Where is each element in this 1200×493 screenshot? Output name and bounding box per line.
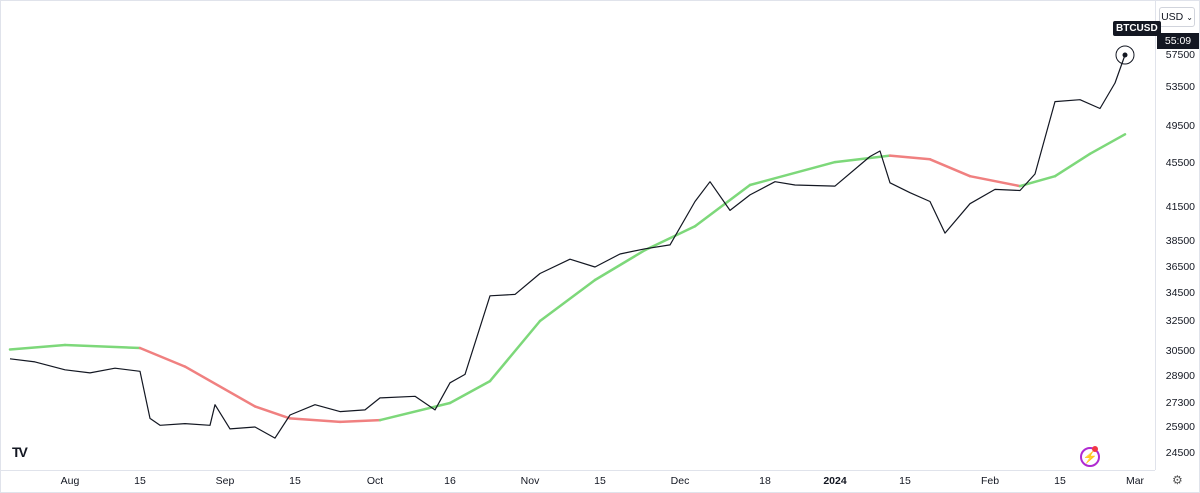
ma-line-segment (748, 160, 837, 187)
x-tick-label: 15 (289, 475, 301, 487)
ma-line-segment (643, 225, 697, 252)
y-tick-label: 38500 (1165, 235, 1195, 247)
currency-dropdown[interactable]: USD ⌄ (1159, 7, 1195, 27)
ma-line-segment (288, 417, 342, 424)
x-tick-label: Dec (670, 475, 690, 487)
ma-line-segment (1053, 152, 1092, 178)
x-tick-label: 2024 (823, 475, 847, 487)
notification-dot (1092, 446, 1098, 452)
price-chart[interactable] (0, 0, 1155, 470)
y-tick-label: 28900 (1165, 370, 1195, 382)
ma-line-segment (378, 401, 452, 422)
ma-line-segment (538, 278, 597, 323)
chevron-down-icon: ⌄ (1186, 12, 1193, 22)
y-tick-label: 36500 (1165, 261, 1195, 273)
x-tick-label: 16 (444, 475, 456, 487)
x-tick-label: Nov (520, 475, 540, 487)
y-tick-label: 41500 (1165, 201, 1195, 213)
ma-line-segment (253, 405, 292, 420)
x-tick-label: Oct (366, 475, 384, 487)
ma-line-segment (1088, 133, 1127, 156)
ma-line-segment (888, 154, 932, 161)
time-axis[interactable]: Aug 15 Sep 15 Oct 16 Nov 15 Dec 18 2024 15 Feb 15 Mar (0, 470, 1155, 493)
countdown-label: 55:09 (1157, 33, 1199, 49)
ma-line-segment (338, 418, 382, 424)
ma-line-segment (693, 183, 752, 228)
y-tick-label: 25900 (1165, 421, 1195, 433)
x-tick-label: 15 (1054, 475, 1066, 487)
logo-text: TV (12, 444, 28, 460)
x-tick-label: Sep (215, 475, 235, 487)
y-tick-label: 49500 (1165, 120, 1195, 132)
x-tick-label: 18 (759, 475, 771, 487)
ma-line-segment (63, 343, 142, 350)
x-tick-label: Mar (1125, 475, 1145, 487)
tradingview-logo-icon[interactable]: TV (12, 444, 28, 460)
symbol-label: BTCUSD (1113, 21, 1161, 36)
y-tick-label: 45500 (1165, 157, 1195, 169)
y-tick-label: 34500 (1165, 287, 1195, 299)
x-tick-label: Aug (60, 475, 80, 487)
y-tick-label: 24500 (1165, 447, 1195, 459)
last-price-ring (1115, 45, 1135, 65)
price-axis[interactable]: 57500 53500 49500 45500 41500 38500 36500 34500… (1155, 0, 1200, 470)
ma-line-segment (8, 343, 67, 351)
y-tick-label: 27300 (1165, 397, 1195, 409)
ma-line-segment (928, 158, 972, 178)
ma-line-segment (833, 154, 892, 164)
last-price-dot (1122, 52, 1128, 58)
ma-line-segment (138, 346, 187, 368)
x-tick-label: 15 (134, 475, 146, 487)
price-line (9, 54, 1126, 439)
x-tick-label: 15 (899, 475, 911, 487)
y-tick-label: 53500 (1165, 81, 1195, 93)
ma-line-segment (183, 365, 257, 408)
ma-line-segment (448, 379, 492, 405)
gear-icon[interactable]: ⚙ (1172, 473, 1183, 487)
x-tick-label: 15 (594, 475, 606, 487)
ma-line-segment (968, 174, 1022, 188)
y-tick-label: 30500 (1165, 345, 1195, 357)
lightning-icon[interactable]: ⚡ (1080, 447, 1100, 467)
ma-line-segment (593, 248, 647, 282)
currency-label: USD (1161, 11, 1184, 23)
y-tick-label: 57500 (1165, 49, 1195, 61)
x-tick-label: Feb (980, 475, 1000, 487)
y-tick-label: 32500 (1165, 315, 1195, 327)
ma-line-segment (488, 319, 542, 383)
